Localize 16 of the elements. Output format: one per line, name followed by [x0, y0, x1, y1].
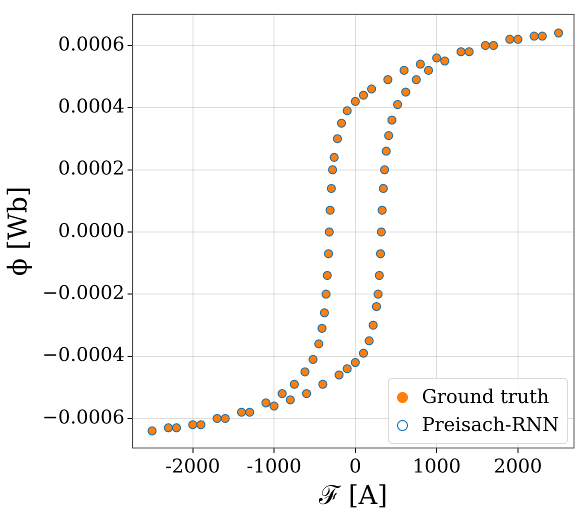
y-tick-label: 0.0006: [58, 33, 125, 56]
x-tick-label: 2000: [494, 455, 542, 478]
legend-label: Preisach-RNN: [422, 413, 559, 438]
y-tick-label: −0.0002: [42, 282, 125, 304]
y-axis-title: ϕ [Wb]: [3, 186, 34, 276]
x-axis-title: ℱ [A]: [318, 481, 388, 512]
y-tick-label: 0.0000: [58, 220, 125, 242]
legend-label: Ground truth: [422, 385, 550, 410]
y-tick-label: −0.0006: [42, 406, 125, 428]
x-tick-label: 1000: [412, 455, 461, 478]
x-tick-label: 0: [349, 455, 362, 478]
x-tick-label: -1000: [246, 455, 302, 478]
x-tick-label: -2000: [165, 455, 220, 478]
y-tick-label: 0.0004: [58, 96, 125, 118]
y-tick-label: 0.0002: [58, 158, 125, 180]
y-tick-label: −0.0004: [42, 344, 125, 366]
